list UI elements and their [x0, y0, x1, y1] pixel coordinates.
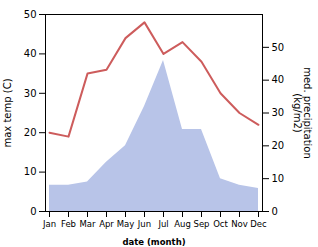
svg-text:30: 30 — [272, 107, 285, 118]
svg-text:0: 0 — [30, 206, 36, 217]
svg-text:May: May — [117, 219, 135, 229]
svg-text:Jun: Jun — [137, 219, 151, 229]
svg-text:Sep: Sep — [193, 219, 209, 229]
svg-text:20: 20 — [272, 140, 285, 151]
svg-text:40: 40 — [272, 74, 285, 85]
svg-text:Feb: Feb — [61, 219, 76, 229]
svg-text:Oct: Oct — [213, 219, 228, 229]
svg-text:40: 40 — [24, 48, 37, 59]
svg-text:10: 10 — [24, 166, 37, 177]
svg-text:Nov: Nov — [231, 219, 248, 229]
svg-text:0: 0 — [272, 206, 278, 217]
svg-text:Jul: Jul — [157, 219, 168, 229]
svg-text:30: 30 — [24, 88, 37, 99]
svg-text:50: 50 — [24, 9, 37, 20]
svg-text:10: 10 — [272, 173, 285, 184]
svg-text:date (month): date (month) — [122, 237, 185, 247]
svg-text:Mar: Mar — [79, 219, 96, 229]
svg-text:50: 50 — [272, 42, 285, 53]
svg-text:Dec: Dec — [250, 219, 267, 229]
svg-text:max temp (C): max temp (C) — [2, 78, 13, 147]
svg-text:Jan: Jan — [42, 219, 56, 229]
svg-text:Apr: Apr — [99, 219, 114, 229]
svg-text:20: 20 — [24, 127, 37, 138]
svg-text:med. precipitation(kg/m2): med. precipitation(kg/m2) — [292, 67, 313, 159]
svg-text:Aug: Aug — [174, 219, 191, 229]
